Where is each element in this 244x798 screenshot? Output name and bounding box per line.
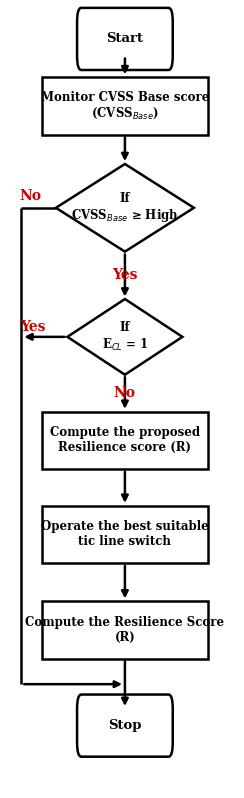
Bar — [42, 77, 208, 135]
Text: Compute the Resilience Score
(R): Compute the Resilience Score (R) — [25, 616, 224, 644]
Text: Start: Start — [106, 33, 143, 45]
Bar — [42, 412, 208, 469]
FancyBboxPatch shape — [77, 694, 173, 757]
FancyBboxPatch shape — [77, 8, 173, 70]
Text: Yes: Yes — [20, 320, 46, 334]
Bar — [42, 602, 208, 658]
Text: Yes: Yes — [112, 267, 138, 282]
Text: No: No — [114, 385, 136, 400]
Text: No: No — [20, 189, 41, 203]
Polygon shape — [67, 299, 183, 375]
Text: Operate the best suitable
tic line switch: Operate the best suitable tic line switc… — [41, 520, 209, 548]
Text: Compute the proposed
Resilience score (R): Compute the proposed Resilience score (R… — [50, 426, 200, 454]
Text: If
CVSS$_{Base}$ ≥ High: If CVSS$_{Base}$ ≥ High — [71, 192, 179, 224]
Text: Monitor CVSS Base score
(CVSS$_{Base}$): Monitor CVSS Base score (CVSS$_{Base}$) — [41, 91, 209, 121]
Polygon shape — [56, 164, 194, 251]
Text: Stop: Stop — [108, 719, 142, 732]
Bar — [42, 506, 208, 563]
Text: If
E$_{CL}$ = 1: If E$_{CL}$ = 1 — [102, 321, 148, 353]
